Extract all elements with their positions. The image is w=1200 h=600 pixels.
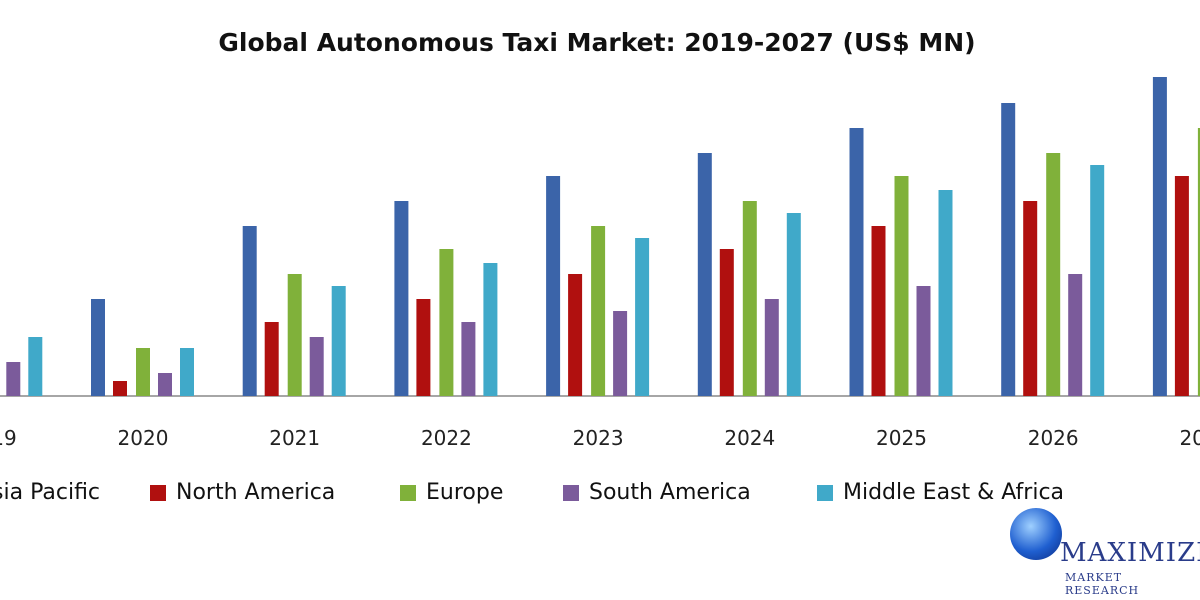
x-tick-label: 2024 [724, 426, 775, 450]
bar-asia-pacific-2027 [1152, 77, 1167, 396]
bar-europe-2026 [1046, 153, 1061, 396]
legend-item-middle-east-africa: Middle East & Africa [817, 480, 1064, 505]
bar-middle-east-africa-2019 [28, 337, 43, 396]
legend-swatch [563, 484, 579, 501]
globe-icon [1010, 508, 1062, 560]
bar-north-america-2026 [1023, 201, 1038, 396]
bar-europe-2021 [287, 274, 302, 396]
bar-south-america-2019 [6, 362, 21, 396]
x-tick-label: 2022 [421, 426, 472, 450]
legend-swatch [817, 484, 833, 501]
bar-south-america-2025 [916, 286, 931, 396]
bar-asia-pacific-2022 [394, 201, 409, 396]
x-tick-label: 2025 [876, 426, 927, 450]
bar-middle-east-africa-2021 [331, 286, 346, 396]
bar-south-america-2020 [158, 373, 172, 396]
legend-label: Europe [426, 480, 504, 505]
bar-north-america-2025 [871, 226, 886, 396]
bar-north-america-2024 [719, 249, 734, 396]
bar-south-america-2023 [613, 311, 628, 396]
legend-item-asia-pacific: Asia Pacific [0, 480, 100, 505]
bar-europe-2027 [1197, 128, 1200, 396]
legend-label: North America [176, 480, 336, 505]
legend-label: Asia Pacific [0, 480, 101, 505]
legend-item-north-america: North America [150, 480, 335, 505]
bar-south-america-2026 [1068, 274, 1083, 396]
bar-europe-2022 [439, 249, 454, 396]
bar-asia-pacific-2024 [697, 153, 712, 396]
legend-swatch [400, 484, 416, 501]
bar-south-america-2022 [461, 322, 476, 396]
bar-north-america-2020 [113, 381, 127, 396]
logo-subtext: MARKET RESEARCH [1065, 571, 1140, 597]
legend-label: Middle East & Africa [843, 480, 1065, 505]
x-tick-label: 2021 [269, 426, 320, 450]
bar-asia-pacific-2025 [849, 128, 864, 396]
logo-text: MAXIMIZE [1060, 538, 1200, 568]
bar-north-america-2022 [416, 299, 431, 396]
bar-north-america-2023 [568, 274, 583, 396]
bar-middle-east-africa-2022 [483, 263, 498, 396]
bar-europe-2024 [742, 201, 757, 396]
x-tick-label: 2023 [573, 426, 624, 450]
x-tick-label: 2027 [1179, 426, 1200, 450]
bar-north-america-2021 [264, 322, 279, 396]
bar-europe-2023 [591, 226, 606, 396]
bar-europe-2025 [894, 176, 909, 396]
bar-europe-2020 [136, 348, 150, 396]
bar-asia-pacific-2020 [91, 299, 105, 396]
chart-title: Global Autonomous Taxi Market: 2019-2027… [218, 28, 976, 57]
bar-asia-pacific-2026 [1001, 103, 1016, 396]
bar-south-america-2024 [764, 299, 779, 396]
legend-item-south-america: South America [563, 480, 751, 505]
bar-asia-pacific-2023 [546, 176, 561, 396]
x-tick-label: 2026 [1028, 426, 1079, 450]
legend-item-europe: Europe [400, 480, 503, 505]
bar-north-america-2027 [1174, 176, 1189, 396]
bar-middle-east-africa-2020 [180, 348, 194, 396]
bar-middle-east-africa-2026 [1090, 165, 1105, 396]
bar-south-america-2021 [309, 337, 324, 396]
x-tick-label: 2020 [118, 426, 169, 450]
legend-label: South America [589, 480, 751, 505]
legend-swatch [150, 484, 166, 501]
bar-middle-east-africa-2024 [786, 213, 801, 396]
maximize-market-research-logo: MAXIMIZE MARKET RESEARCH [1005, 505, 1200, 600]
bar-middle-east-africa-2025 [938, 190, 953, 396]
x-tick-label: 2019 [0, 426, 17, 450]
bar-middle-east-africa-2023 [635, 238, 650, 396]
bar-asia-pacific-2021 [242, 226, 257, 396]
